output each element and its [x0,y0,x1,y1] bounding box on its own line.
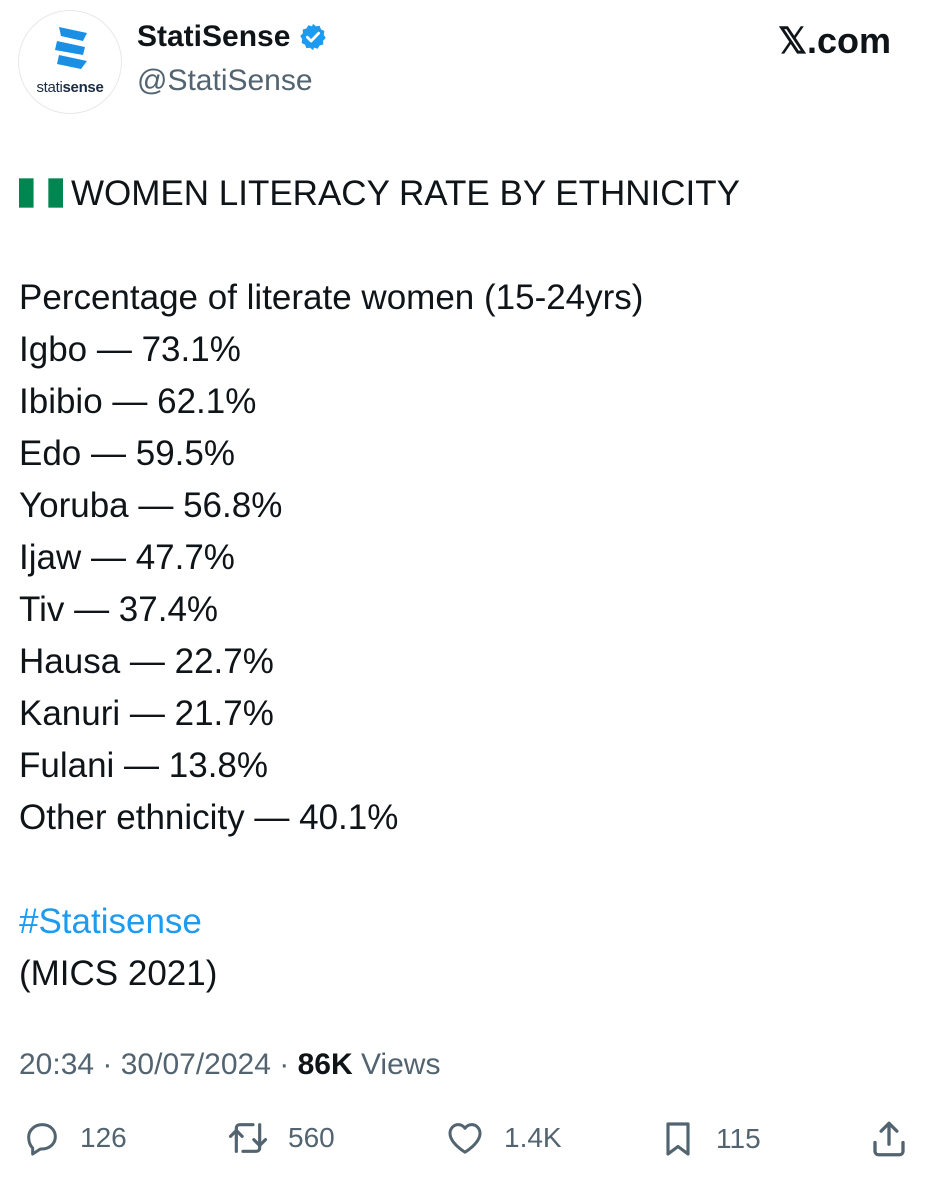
bookmark-button[interactable]: 115 [658,1118,761,1160]
meta-separator: · [102,1048,121,1081]
meta-separator: · [279,1048,298,1081]
tweet-title-line: WOMEN LITERACY RATE BY ETHNICITY [19,168,740,220]
brand-bold: sense [62,79,104,96]
hashtag-link[interactable]: #Statisense [19,902,202,941]
display-name[interactable]: StatiSense [137,20,291,53]
bookmark-count: 115 [716,1123,761,1154]
stat-line: Ijaw — 47.7% [19,538,235,577]
reply-count: 126 [80,1122,127,1153]
stat-line: Kanuri — 21.7% [19,694,274,733]
avatar[interactable]: statisense [18,10,122,114]
share-button[interactable] [868,1118,910,1160]
repost-count: 560 [288,1122,335,1153]
tweet-title: WOMEN LITERACY RATE BY ETHNICITY [71,174,740,213]
stat-line: Fulani — 13.8% [19,746,269,785]
tweet-time[interactable]: 20:34 [19,1048,95,1081]
statisense-logo-icon [55,27,87,69]
tweet-subtitle: Percentage of literate women (15-24yrs) [19,278,644,317]
stat-line: Yoruba — 56.8% [19,486,283,525]
repost-icon [228,1123,268,1153]
stat-line: Edo — 59.5% [19,434,235,473]
like-count: 1.4K [504,1122,562,1153]
like-button[interactable]: 1.4K [444,1118,562,1158]
action-bar: 126 560 1.4K 115 [0,1118,933,1166]
source-text: (MICS 2021) [19,954,218,993]
bookmark-icon [666,1122,690,1156]
verified-badge-icon [300,23,327,51]
display-name-row[interactable]: StatiSense [137,20,328,54]
brand-light: stati [36,79,63,96]
handle[interactable]: @StatiSense [137,64,313,97]
repost-button[interactable]: 560 [226,1118,335,1158]
stat-line: Ibibio — 62.1% [19,382,257,421]
blank-line [19,220,740,272]
share-icon [873,1121,905,1157]
stat-line: Other ethnicity — 40.1% [19,798,399,837]
tweet-meta: 20:34 · 30/07/2024 · 86K Views [19,1048,440,1082]
reply-icon [27,1123,57,1156]
blank-line [19,844,740,896]
reply-button[interactable]: 126 [22,1118,127,1158]
stat-line: Tiv — 37.4% [19,590,219,629]
like-icon [448,1123,482,1154]
avatar-brand: statisense [19,79,121,96]
tweet-body: WOMEN LITERACY RATE BY ETHNICITY Percent… [19,168,740,1000]
tweet-date[interactable]: 30/07/2024 [120,1048,271,1081]
nigeria-flag-icon [19,178,63,208]
views-count: 86K [297,1048,353,1081]
site-label: 𝕏.com [777,20,891,61]
stat-line: Igbo — 73.1% [19,330,241,369]
views-label: Views [360,1048,441,1081]
stat-line: Hausa — 22.7% [19,642,274,681]
